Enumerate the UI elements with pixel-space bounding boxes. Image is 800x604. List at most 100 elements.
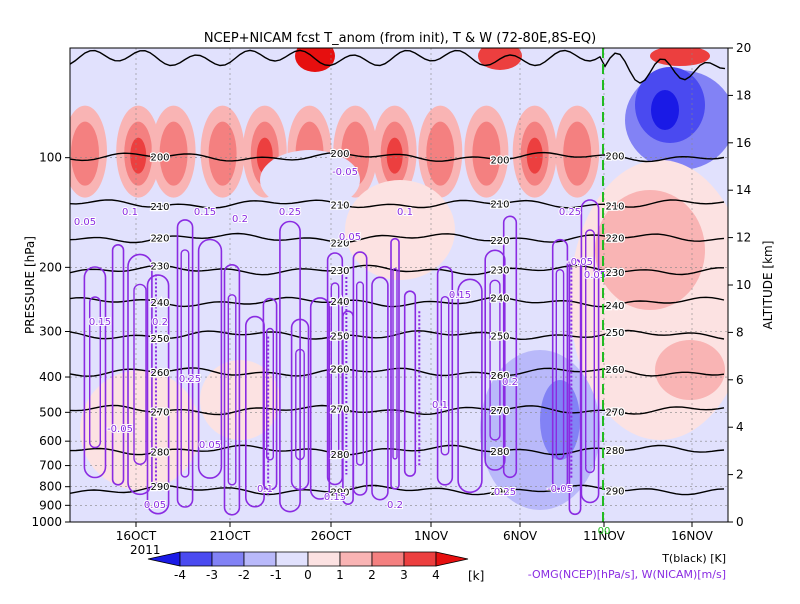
colorbar-label-0: -4 [174, 568, 186, 582]
omega-label-5: -0.05 [332, 167, 358, 178]
alt-tick-label-6: 12 [736, 231, 751, 245]
colorbar-label-5: 1 [336, 568, 344, 582]
omega-label-11: -0.05 [567, 257, 593, 268]
temp-contour-label-240-3: 240 [605, 301, 624, 312]
temp-contour-label-220-1: 220 [330, 238, 349, 249]
alt-tick-label-5: 10 [736, 278, 751, 292]
x-tick-label-1: 21OCT [210, 529, 251, 543]
colorbar-swatch-6 [339, 551, 373, 567]
alt-tick-label-8: 16 [736, 136, 751, 150]
temp-contour-label-220-0: 220 [150, 234, 169, 245]
temp-contour-label-270-3: 270 [605, 408, 624, 419]
omega-contour-inner-10 [295, 348, 305, 461]
omega-label-24: 0.05 [144, 500, 166, 511]
right-axis-label: ALTITUDE [km] [761, 241, 775, 330]
omega-contour-inner-14 [356, 281, 365, 466]
x-tick-label-0: 16OCT [116, 529, 157, 543]
temp-contour-label-280-2: 280 [490, 447, 509, 458]
colorbar-label-7: 3 [400, 568, 408, 582]
omega-label-18: 0.05 [199, 440, 221, 451]
colorbar-swatch-7 [371, 551, 405, 567]
anomaly-blob-6 [159, 121, 188, 186]
omega-contour-inner-12 [330, 282, 340, 456]
colorbar-label-3: -1 [270, 568, 282, 582]
alt-tick-label-9: 18 [736, 88, 751, 102]
omega-label-14: 0.15 [89, 317, 111, 328]
omega-contour-11 [309, 297, 331, 500]
temp-contour-label-230-3: 230 [605, 268, 624, 279]
temp-contour-label-290-2: 290 [490, 487, 509, 498]
p-tick-label-2: 300 [39, 325, 62, 339]
omega-contour-16 [390, 237, 400, 490]
anomaly-blob-30 [650, 48, 710, 66]
temp-contour-label-260-1: 260 [330, 365, 349, 376]
temp-contour-label-270-1: 270 [330, 404, 349, 415]
omega-label-6: 0.05 [339, 232, 361, 243]
alt-tick-label-0: 0 [736, 515, 744, 529]
temp-contour-label-280-3: 280 [605, 446, 624, 457]
omega-label-15: 0.2 [152, 317, 168, 328]
temp-contour-label-250-1: 250 [330, 332, 349, 343]
temp-contour-label-240-2: 240 [490, 293, 509, 304]
omega-label-17: -0.05 [107, 424, 133, 435]
anomaly-fill-layer [70, 48, 728, 510]
anomaly-blob-8 [208, 121, 237, 186]
colorbar-label-6: 2 [368, 568, 376, 582]
omega-contour-2 [127, 253, 153, 496]
temp-contour-200 [70, 151, 725, 163]
p-tick-label-4: 500 [39, 405, 62, 419]
colorbar-swatch-9 [435, 551, 469, 567]
alt-tick-label-4: 8 [736, 325, 744, 339]
omega-contour-21 [502, 215, 518, 479]
omega-contour-22 [551, 238, 569, 490]
temp-contour-label-200-3: 200 [605, 152, 624, 163]
p-tick-label-1: 200 [39, 260, 62, 274]
legend-omega: -OMG(NCEP)[hPa/s], W(NICAM)[m/s] [528, 568, 726, 581]
anomaly-blob-35 [595, 190, 705, 310]
p-tick-label-6: 700 [39, 459, 62, 473]
temp-contour-label-280-0: 280 [150, 447, 169, 458]
omega-contour-inner-22 [555, 269, 565, 460]
omega-label-12: 0.05 [584, 270, 606, 281]
p-tick-label-9: 1000 [31, 515, 62, 529]
omega-label-layer: 0.05 0.1 0.15 0.2 0.25 -0.05 0.05 0.1 0.15 0.2 0.2… [73, 166, 607, 512]
colorbar: -4 -3 -2 -1 0 1 2 3 4 [147, 551, 469, 582]
omega-contour-inner-0 [88, 296, 101, 449]
anomaly-blob-28 [295, 48, 335, 72]
colorbar-swatch-3 [243, 551, 277, 567]
omega-contour-1 [111, 244, 125, 486]
omega-label-21: 0.2 [387, 500, 403, 511]
omega-label-19: 0.1 [257, 484, 273, 495]
axis-layer: 100 200 300 400 500 600 700 800 900 1000 0 2 4 6 8 10 12… [31, 41, 751, 543]
anomaly-blob-4 [130, 137, 147, 174]
p-tick-label-5: 600 [39, 434, 62, 448]
x-tick-label-6: 16NOV [671, 529, 713, 543]
omega-label-2: 0.15 [194, 207, 216, 218]
anomaly-blob-25 [526, 137, 543, 174]
colorbar-label-1: -3 [206, 568, 218, 582]
anomaly-blob-42 [260, 150, 360, 210]
anomaly-blob-18 [386, 137, 403, 174]
temp-contour-label-240-1: 240 [330, 297, 349, 308]
chart-title: NCEP+NICAM fcst T_anom (from init), T & … [204, 31, 596, 46]
omega-label-8: 0.15 [449, 290, 471, 301]
temp-contour-label-210-3: 210 [605, 202, 624, 213]
temp-contour-label-200-1: 200 [330, 149, 349, 160]
temp-contour-label-210-2: 210 [490, 200, 509, 211]
temp-contour-label-220-2: 220 [490, 236, 509, 247]
omega-contour-inner-20 [489, 279, 501, 441]
init-marker-label: 00 [598, 526, 611, 537]
temp-contour-label-220-3: 220 [605, 233, 624, 244]
alt-tick-label-3: 6 [736, 373, 744, 387]
x-tick-label-5: 11NOV [583, 529, 625, 543]
temp-contour-220 [70, 232, 725, 244]
x-tick-label-3: 1NOV [414, 529, 449, 543]
colorbar-swatch-5 [307, 551, 341, 567]
x-tick-label-2: 26OCT [311, 529, 352, 543]
temp-contour-label-230-0: 230 [150, 261, 169, 272]
colorbar-unit: [k] [468, 569, 484, 583]
anomaly-blob-36 [655, 340, 725, 400]
alt-tick-label-1: 2 [736, 468, 744, 482]
omega-label-20: 0.15 [324, 492, 346, 503]
